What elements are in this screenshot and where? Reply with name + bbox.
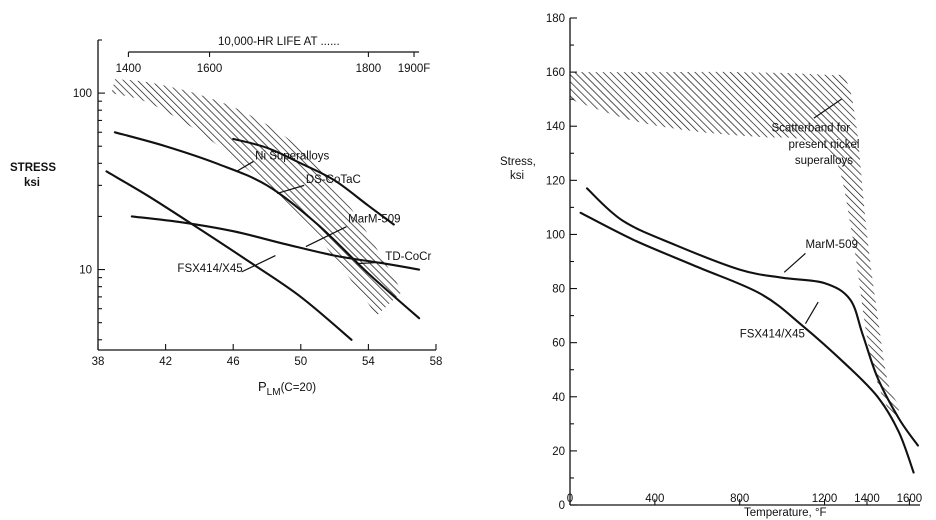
- annotation-present-nickel: present nickel: [788, 139, 859, 151]
- right-y-tick-label-100: 100: [546, 229, 565, 241]
- leader-fsx414-x45: [804, 301, 819, 325]
- leader-fsx414-x45: [241, 255, 276, 273]
- leader-td-cocr: [356, 261, 384, 265]
- right-ylabel: Stress,: [500, 156, 536, 168]
- annotation-ni-superalloys: Ni Superalloys: [255, 151, 329, 163]
- secondary-tick-label-1600: 1600: [197, 63, 223, 75]
- left-axes: 100 10 38 42 46 50 54 58: [73, 39, 443, 368]
- left-x-tick-label-50: 50: [294, 356, 307, 368]
- annotation-scatterband-for: Scatterband for: [772, 123, 851, 135]
- leader-marm-509: [305, 226, 347, 248]
- left-xlabel-sub: LM: [267, 387, 281, 398]
- left-annotations: Ni Superalloys DS-CoTaC MarM-509 TD-CoCr FSX…: [177, 151, 431, 275]
- secondary-axis-title: 10,000-HR LIFE AT ......: [218, 36, 340, 48]
- right-xlabel: Temperature, °F: [744, 507, 827, 519]
- left-x-tick-label-54: 54: [362, 356, 375, 368]
- right-series: [579, 187, 919, 474]
- right-y-tick-label-180: 180: [546, 13, 565, 25]
- leader-marm-509: [783, 252, 806, 273]
- left-x-tick-label-38: 38: [92, 356, 105, 368]
- secondary-tick-label-1400: 1400: [116, 63, 142, 75]
- left-xlabel: PLM(C=20): [258, 379, 316, 398]
- right-y-tick-label-0: 0: [559, 500, 565, 512]
- series-line-ni-superalloys: [232, 137, 395, 226]
- series-line-fsx414-x45: [579, 211, 915, 474]
- annotation-ds-cotac: DS-CoTaC: [306, 174, 361, 186]
- right-x-tick-label-1600: 1600: [897, 493, 923, 505]
- left-xlabel-suffix: (C=20): [281, 382, 317, 394]
- band-ni-superalloys: [111, 79, 403, 316]
- secondary-temperature-axis: 10,000-HR LIFE AT ...... 1400 1600 1800 1900…: [116, 36, 431, 75]
- right-chart: 0 20 40 60 80 100 120 140 160 180 0 400 800 1200 1400 1…: [500, 13, 922, 519]
- right-y-tick-label-140: 140: [546, 121, 565, 133]
- right-y-tick-label-20: 20: [552, 446, 565, 458]
- leader-scatterband-for: [813, 98, 842, 119]
- left-x-tick-label-42: 42: [159, 356, 172, 368]
- left-y-tick-label-10: 10: [79, 265, 92, 277]
- left-x-tick-label-58: 58: [430, 356, 443, 368]
- secondary-tick-label-1900f: 1900F: [398, 63, 431, 75]
- right-axes: 0 20 40 60 80 100 120 140 160 180 0 400 800 1200 1400 1…: [546, 13, 922, 512]
- secondary-tick-label-1800: 1800: [356, 63, 382, 75]
- left-series: [105, 131, 421, 341]
- right-x-tick-label-1200: 1200: [812, 493, 838, 505]
- left-xlabel-main: P: [258, 379, 267, 394]
- right-annotations: Scatterband for present nickel superalloys…: [740, 98, 859, 340]
- right-y-tick-label-80: 80: [552, 284, 565, 296]
- right-y-tick-label-120: 120: [546, 175, 565, 187]
- series-line-td-cocr: [130, 215, 421, 271]
- right-y-tick-label-160: 160: [546, 67, 565, 79]
- right-x-tick-label-400: 400: [645, 493, 664, 505]
- left-x-tick-label-46: 46: [227, 356, 240, 368]
- right-x-tick-label-800: 800: [730, 493, 749, 505]
- scatterband-nickel-superalloys: [570, 71, 901, 419]
- right-y-tick-label-60: 60: [552, 338, 565, 350]
- left-y-tick-label-100: 100: [73, 88, 92, 100]
- band-scatterband-for-present-nickel-superalloys: [570, 71, 901, 419]
- series-line-marm-509: [105, 170, 353, 341]
- annotation-superalloys: superalloys: [795, 155, 853, 167]
- right-ylabel-unit: ksi: [510, 170, 524, 182]
- annotation-marm-509: MarM-509: [348, 213, 400, 225]
- leader-ni-superalloys: [236, 160, 254, 172]
- ni-superalloys-band: [111, 79, 403, 316]
- leader-ds-cotac: [276, 184, 305, 195]
- annotation-fsx414-x45: FSX414/X45: [740, 328, 805, 340]
- annotation-marm-509: MarM-509: [805, 239, 857, 251]
- right-x-tick-label-1400: 1400: [854, 493, 880, 505]
- left-ylabel-unit: ksi: [24, 177, 40, 189]
- annotation-td-cocr: TD-CoCr: [385, 251, 431, 263]
- series-line-marm-509: [585, 187, 919, 447]
- series-line-ds-cotac: [113, 131, 421, 320]
- annotation-fsx414-x45: FSX414/X45: [177, 263, 242, 275]
- left-chart: 100 10 38 42 46 50 54 58 10,000-HR LIFE AT ....…: [10, 36, 442, 398]
- left-ylabel: STRESS: [10, 162, 56, 174]
- right-y-tick-label-40: 40: [552, 392, 565, 404]
- right-x-tick-label-0: 0: [567, 493, 573, 505]
